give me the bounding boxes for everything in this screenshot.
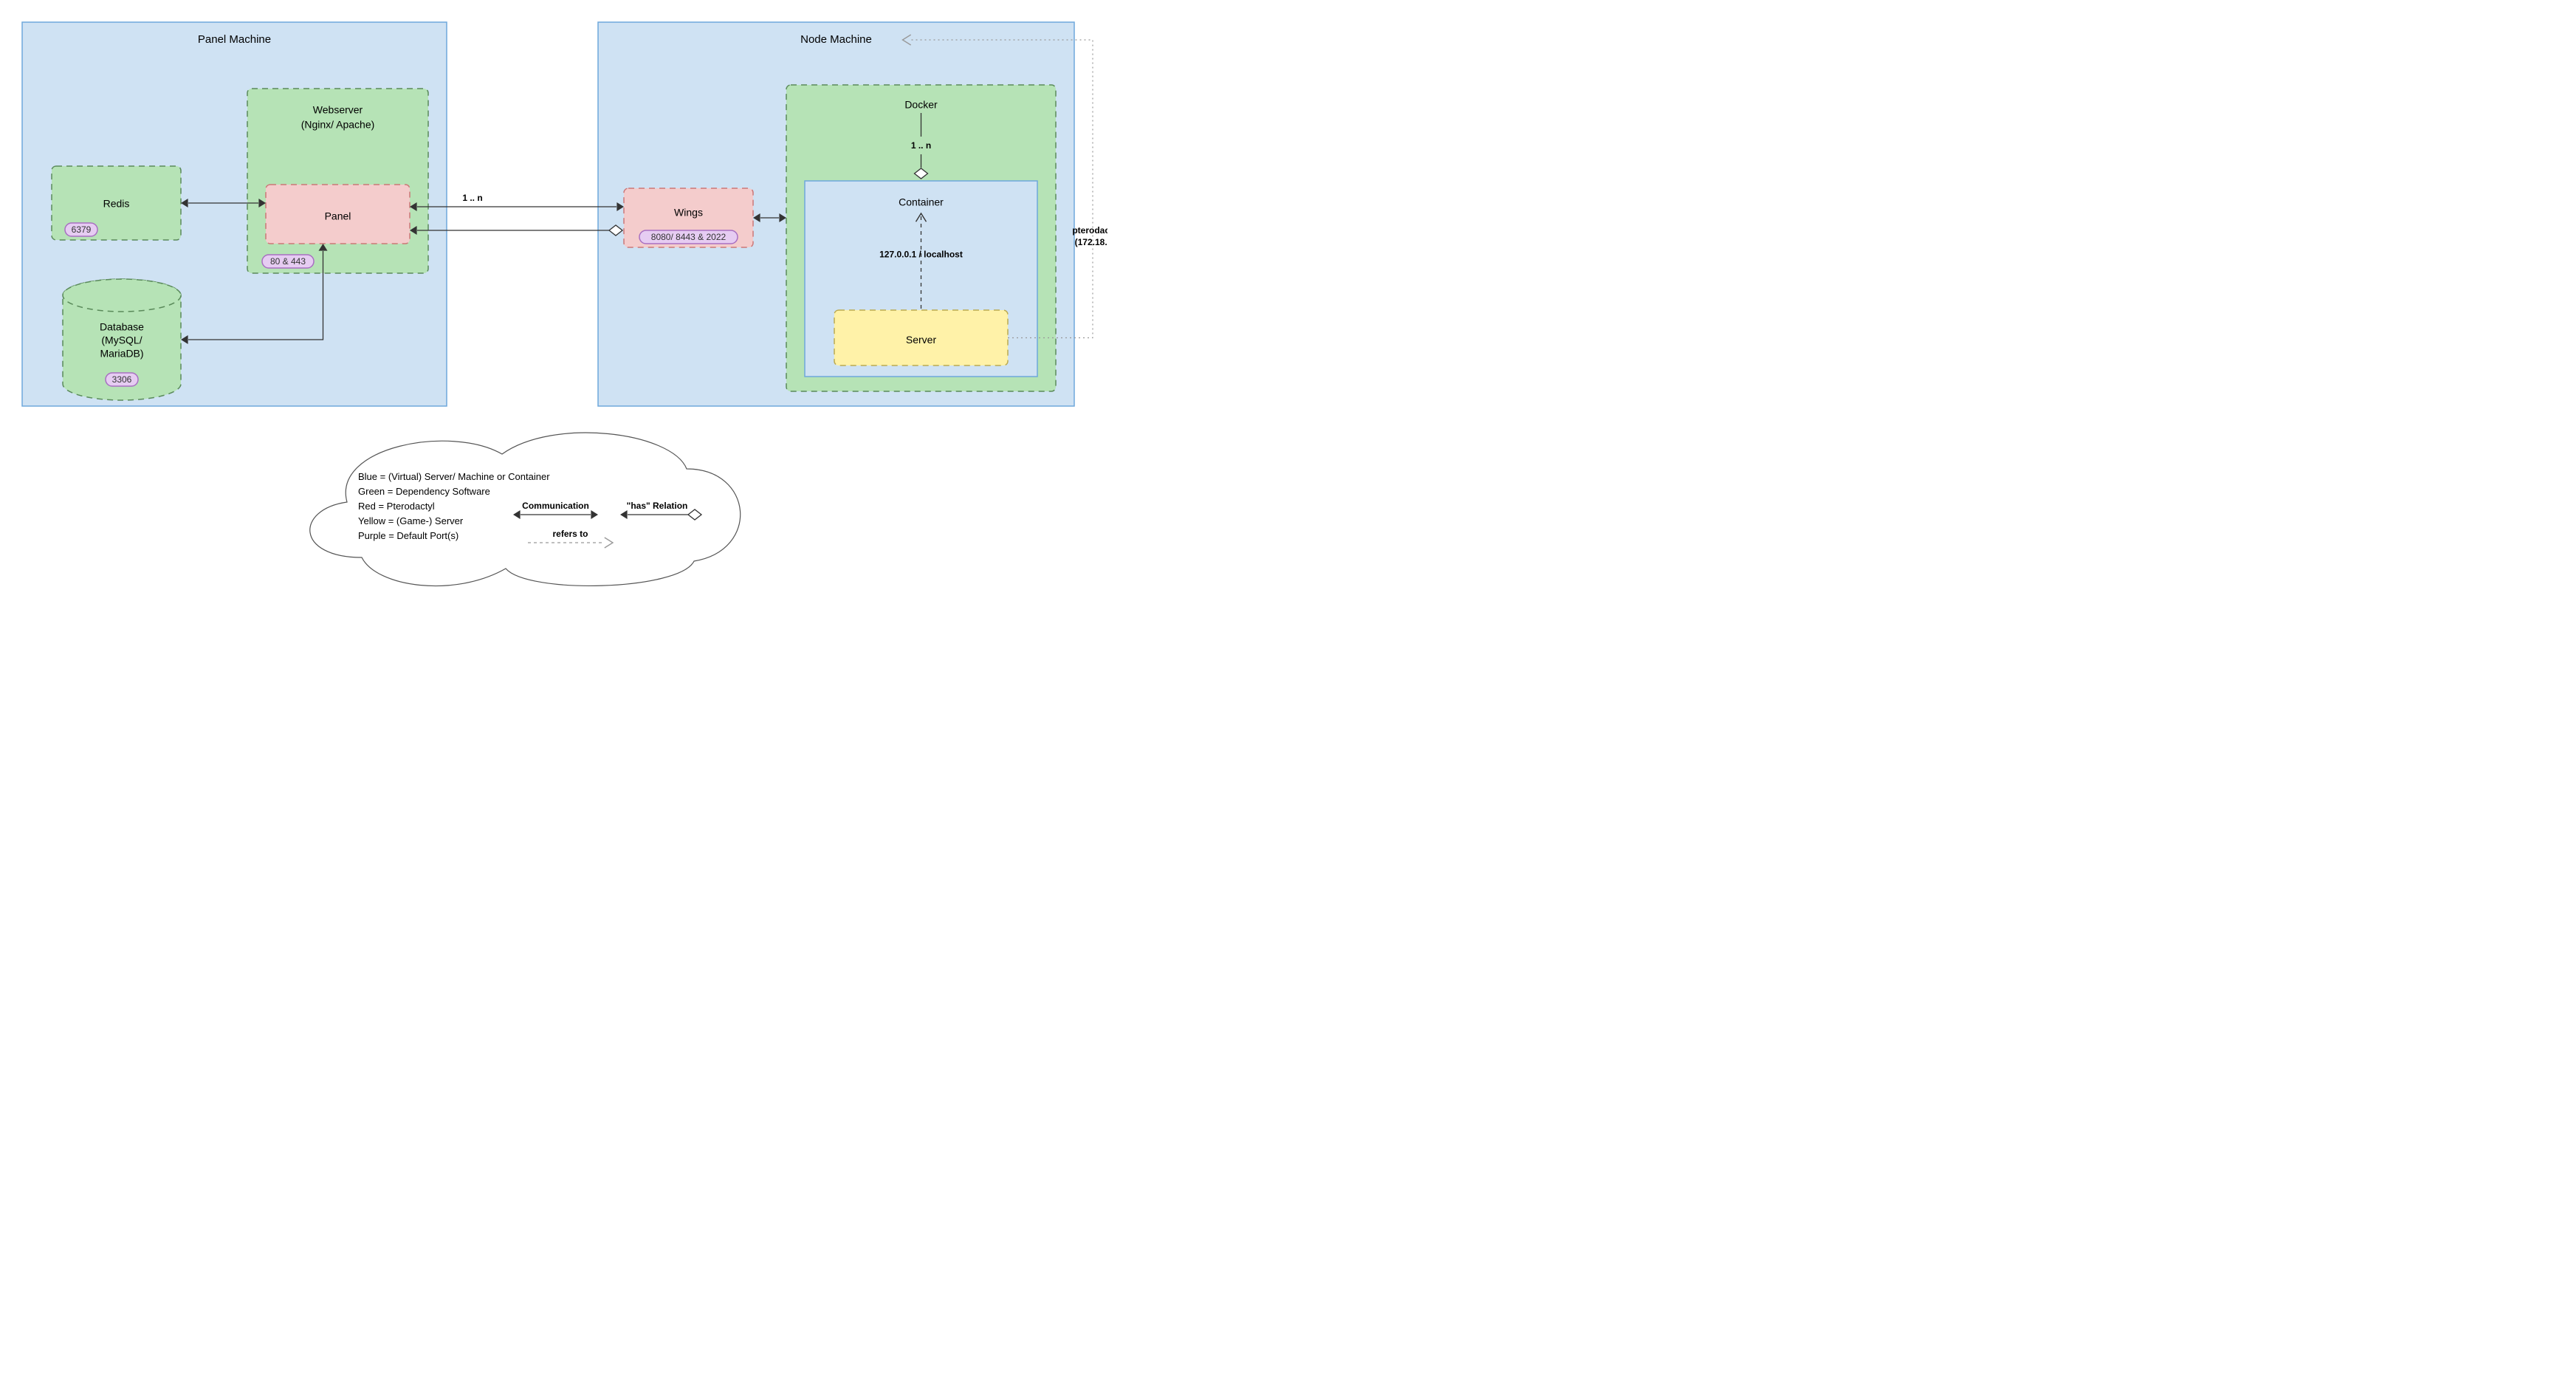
wings-label: Wings (674, 207, 703, 219)
docker-multiplicity: 1 .. n (911, 140, 931, 151)
wings-port-label: 8080/ 8443 & 2022 (651, 232, 727, 242)
webserver-label-2: (Nginx/ Apache) (301, 119, 375, 131)
legend-line-0: Blue = (Virtual) Server/ Machine or Cont… (358, 471, 550, 482)
redis-label: Redis (103, 198, 130, 210)
webserver-port-label: 80 & 443 (270, 256, 306, 267)
webserver-box (247, 89, 428, 273)
legend-refers: refers to (552, 529, 588, 539)
localhost-label: 127.0.0.1 / localhost (879, 250, 963, 260)
legend-line-3: Yellow = (Game-) Server (358, 515, 464, 526)
database-label-1: Database (100, 321, 144, 333)
legend-line-2: Red = Pterodactyl (358, 501, 435, 512)
redis-port-label: 6379 (72, 224, 92, 235)
docker-label: Docker (904, 99, 938, 111)
panel-wings-multiplicity: 1 .. n (462, 193, 482, 203)
container-label: Container (899, 196, 944, 208)
database-label-2: (MySQL/ (101, 334, 142, 346)
legend-has: "has" Relation (627, 501, 688, 511)
legend-communication: Communication (522, 501, 589, 511)
pterodactyl-label-1: pterodactyl0 (1072, 225, 1107, 236)
legend-line-4: Purple = Default Port(s) (358, 530, 458, 541)
server-label: Server (906, 334, 937, 346)
database-label-3: MariaDB) (100, 348, 143, 360)
node-machine-title: Node Machine (800, 33, 872, 46)
legend-line-1: Green = Dependency Software (358, 486, 490, 497)
panel-machine-title: Panel Machine (198, 33, 271, 46)
pterodactyl-label-2: (172.18.0.1) (1075, 237, 1107, 247)
database-port-label: 3306 (112, 374, 132, 385)
webserver-label-1: Webserver (313, 104, 363, 116)
panel-label: Panel (325, 210, 351, 222)
